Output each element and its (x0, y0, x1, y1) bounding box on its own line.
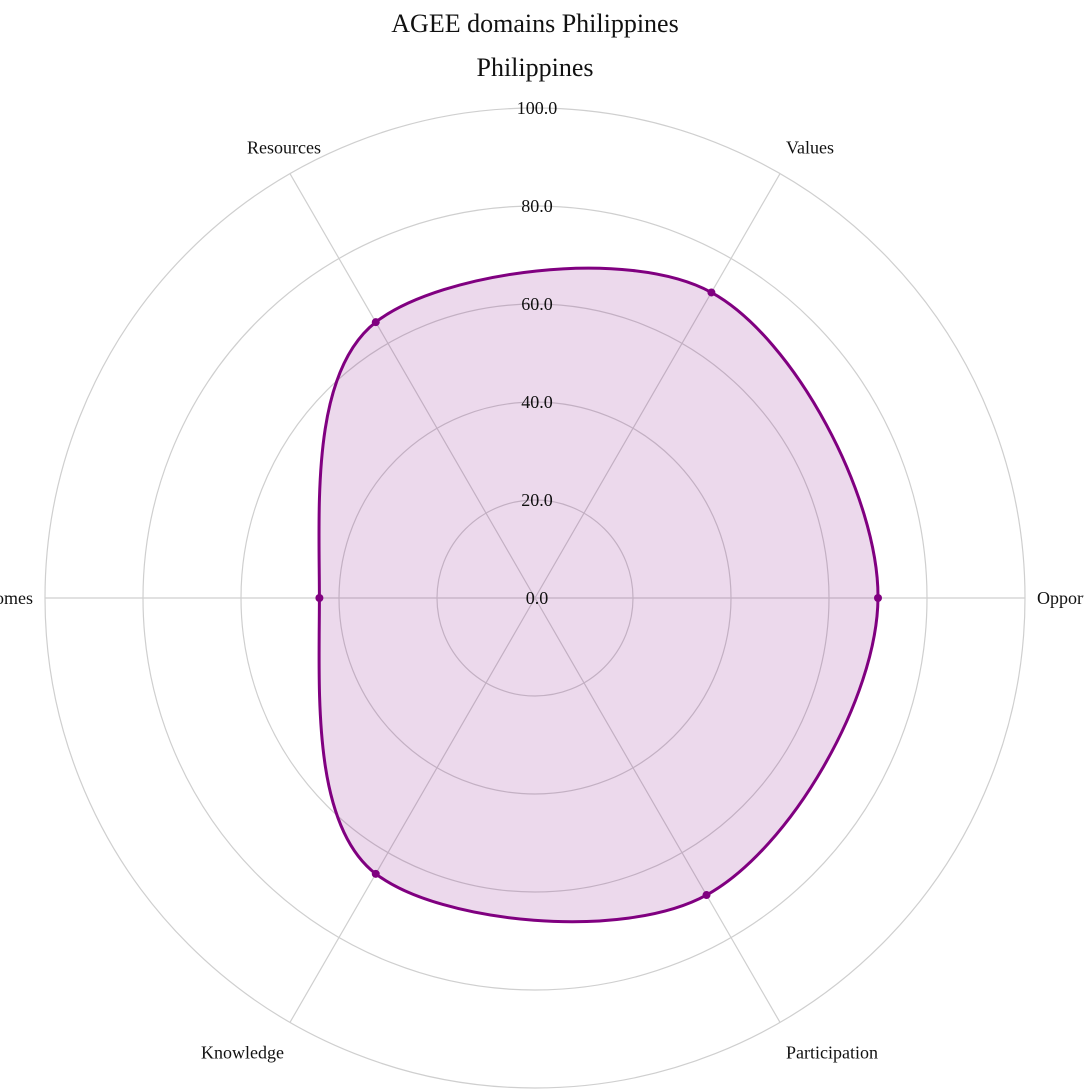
r-tick-label: 40.0 (521, 392, 553, 412)
data-point[interactable] (371, 318, 380, 327)
chart-title: AGEE domains Philippines (391, 9, 678, 38)
data-point[interactable] (702, 891, 711, 900)
grid-layer (44, 107, 1026, 1089)
r-tick-label: 80.0 (521, 196, 553, 216)
axis-spoke (534, 173, 781, 599)
axis-spoke (289, 597, 536, 1023)
axis-spoke (289, 173, 536, 599)
r-tick-label: 0.0 (526, 588, 549, 608)
data-point[interactable] (874, 594, 882, 602)
category-label: Participation (786, 1043, 878, 1063)
category-label: Outcomes (0, 588, 33, 608)
r-tick-label: 20.0 (521, 490, 553, 510)
r-tick-label: 100.0 (517, 98, 558, 118)
series-layer (315, 266, 882, 924)
data-point[interactable] (707, 288, 716, 297)
r-tick-label: 60.0 (521, 294, 553, 314)
axis-spoke (534, 597, 781, 1023)
category-label: Opportunities (1037, 588, 1084, 608)
series-area (317, 266, 880, 924)
category-label: Values (786, 137, 834, 157)
category-label: Knowledge (201, 1043, 284, 1063)
data-point[interactable] (315, 594, 324, 602)
chart-subtitle: Philippines (476, 53, 593, 82)
data-point[interactable] (371, 869, 380, 878)
category-label: Resources (247, 137, 321, 157)
label-layer: 0.0 20.0 40.0 60.0 80.0 100.0 Opportunities Val… (0, 98, 1084, 1063)
